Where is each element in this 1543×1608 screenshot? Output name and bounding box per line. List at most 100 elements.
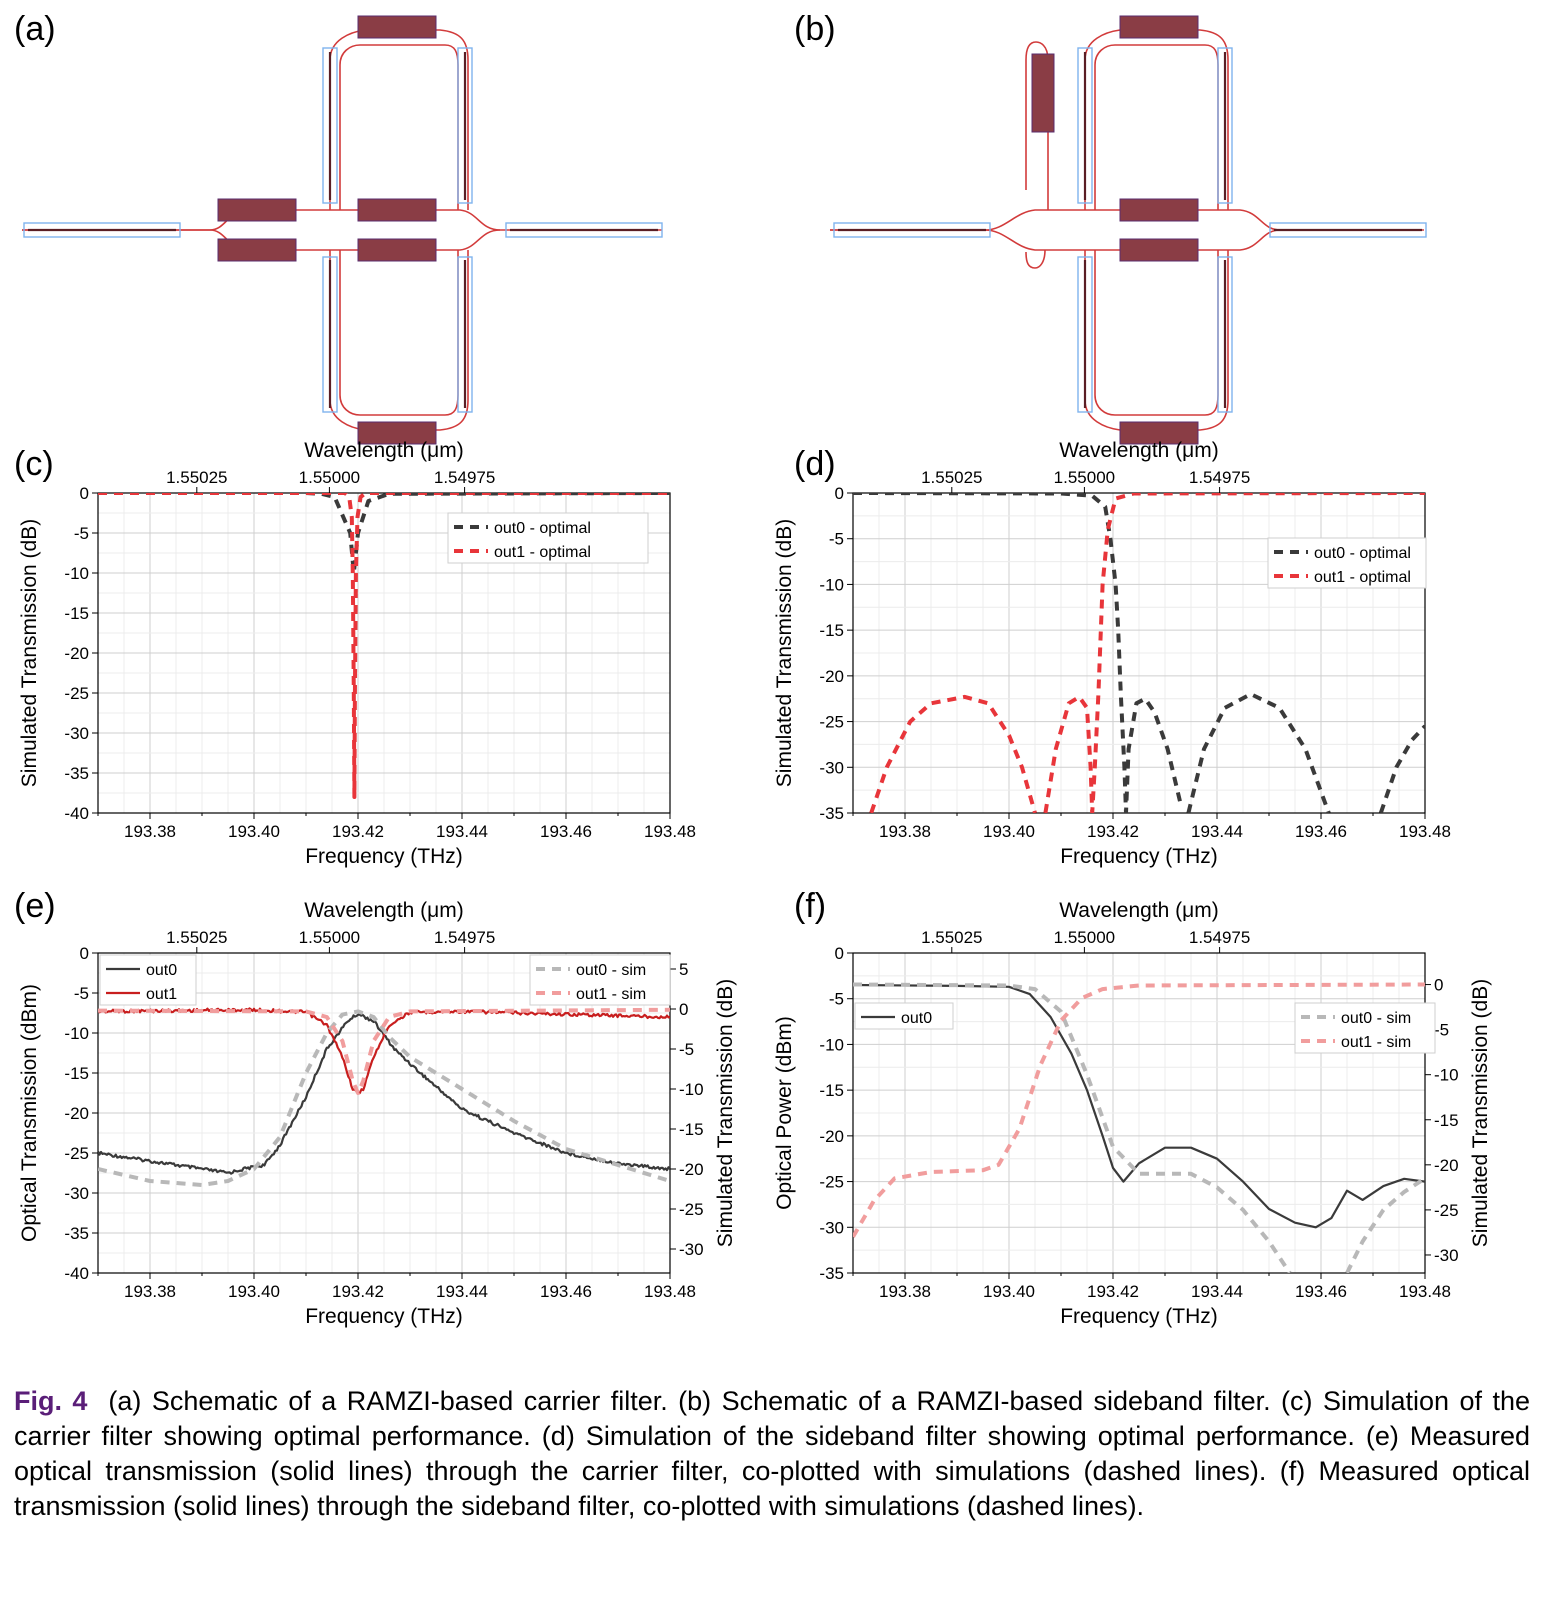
grid xyxy=(852,952,1426,1274)
y-tick-label: -25 xyxy=(64,1144,89,1163)
y-tick-label: -25 xyxy=(819,1173,844,1192)
y-tick-label: 0 xyxy=(80,944,89,963)
y-tick-label: 0 xyxy=(835,484,844,503)
legend-box xyxy=(447,512,649,564)
grid xyxy=(97,492,671,814)
legend-label: out1 - optimal xyxy=(494,544,591,561)
y-tick-label: -20 xyxy=(819,667,844,686)
plot-area xyxy=(98,1007,670,1187)
x-tick-label: 193.46 xyxy=(1295,822,1347,841)
y-tick-label: -10 xyxy=(64,564,89,583)
y2-tick-label: -30 xyxy=(1434,1246,1459,1265)
legend: out0 xyxy=(854,1002,954,1030)
panel-label-f: (f) xyxy=(794,887,826,925)
x2-axis-title: Wavelength (μm) xyxy=(1059,899,1219,922)
y2-tick-label: 5 xyxy=(679,960,688,979)
series-out1-sim xyxy=(98,1007,670,1095)
y2-tick-label: -20 xyxy=(679,1160,704,1179)
x-axis-title: Frequency (THz) xyxy=(305,845,463,868)
x-tick-label: 193.38 xyxy=(124,822,176,841)
x2-tick-label: 1.55025 xyxy=(921,928,982,947)
x-axis-title: Frequency (THz) xyxy=(305,1305,463,1328)
x-tick-label: 193.48 xyxy=(644,1282,696,1301)
y2-tick-label: -25 xyxy=(1434,1201,1459,1220)
legend-box xyxy=(1267,537,1427,589)
x-tick-label: 193.44 xyxy=(1191,1282,1243,1301)
series-out0-optimal xyxy=(853,493,1183,813)
y-tick-label: -30 xyxy=(64,1184,89,1203)
y2-axis-title: Simulated Transmission (dB) xyxy=(714,979,737,1247)
y-tick-label: -5 xyxy=(829,530,844,549)
series-out0 xyxy=(853,983,1425,1229)
x-tick-label: 193.48 xyxy=(644,822,696,841)
legend: out0 - sim out1 - sim xyxy=(529,954,671,1006)
x-tick-label: 193.38 xyxy=(124,1282,176,1301)
y-axis-title: Optical Power (dBm) xyxy=(773,1016,796,1210)
x-tick-label: 193.44 xyxy=(436,822,488,841)
y-tick-label: -35 xyxy=(64,764,89,783)
schematic-a xyxy=(22,15,663,445)
y-tick-label: -35 xyxy=(819,1264,844,1283)
y-tick-label: -25 xyxy=(819,713,844,732)
plot-frame xyxy=(852,952,1426,1274)
x-tick-label: 193.38 xyxy=(879,1282,931,1301)
y2-tick-label: -5 xyxy=(679,1040,694,1059)
x2-tick-label: 1.55000 xyxy=(299,468,360,487)
y2-tick-label: 0 xyxy=(679,1000,688,1019)
y-tick-label: -30 xyxy=(819,1218,844,1237)
x2-tick-label: 1.54975 xyxy=(1189,928,1250,947)
legend-label: out1 - sim xyxy=(1341,1034,1411,1051)
y2-axis-title: Simulated Transmission (dB) xyxy=(1469,979,1492,1247)
y-axis-title: Simulated Transmission (dB) xyxy=(18,519,41,787)
x-axis-title: Frequency (THz) xyxy=(1060,845,1218,868)
x-tick-label: 193.46 xyxy=(540,822,592,841)
legend-box xyxy=(529,954,671,1006)
y-tick-label: -35 xyxy=(819,804,844,823)
y-tick-label: -30 xyxy=(64,724,89,743)
y-axis-title: Simulated Transmission (dB) xyxy=(773,519,796,787)
x2-axis-title: Wavelength (μm) xyxy=(304,899,464,922)
chart-e: 193.38 193.40 193.42 193.44 193.46 193.48 1.55… xyxy=(18,899,737,1328)
x-tick-label: 193.44 xyxy=(1191,822,1243,841)
y-tick-label: -25 xyxy=(64,684,89,703)
x-axis-title: Frequency (THz) xyxy=(1060,1305,1218,1328)
y2-tick-label: -10 xyxy=(1434,1066,1459,1085)
x-tick-label: 193.40 xyxy=(983,1282,1035,1301)
plot-area xyxy=(853,982,1425,1273)
x2-tick-label: 1.54975 xyxy=(1189,468,1250,487)
y-tick-label: -20 xyxy=(64,1104,89,1123)
x2-tick-label: 1.55025 xyxy=(166,468,227,487)
y-tick-label: -35 xyxy=(64,1224,89,1243)
legend-label: out0 xyxy=(146,962,177,979)
x-tick-label: 193.46 xyxy=(1295,1282,1347,1301)
legend-label: out0 - optimal xyxy=(494,520,591,537)
series-out0-sim xyxy=(853,982,1292,1273)
legend: out0 out1 xyxy=(99,954,197,1006)
chart-f: 193.38 193.40 193.42 193.44 193.46 193.48 1.55… xyxy=(773,899,1492,1328)
x-tick-label: 193.40 xyxy=(228,822,280,841)
y2-tick-label: -10 xyxy=(679,1080,704,1099)
x2-axis-title: Wavelength (μm) xyxy=(1059,439,1219,462)
y-tick-label: -15 xyxy=(64,604,89,623)
x2-tick-label: 1.54975 xyxy=(434,468,495,487)
x2-tick-label: 1.55000 xyxy=(1054,928,1115,947)
y-tick-label: -5 xyxy=(74,524,89,543)
x2-tick-label: 1.54975 xyxy=(434,928,495,947)
x-tick-label: 193.38 xyxy=(879,822,931,841)
figure-caption: Fig. 4 (a) Schematic of a RAMZI-based ca… xyxy=(14,1384,1530,1524)
y-tick-label: 0 xyxy=(80,484,89,503)
chart-d: 193.38 193.40 193.42 193.44 193.46 193.48 1.55… xyxy=(773,439,1451,868)
legend-label: out0 xyxy=(901,1010,932,1027)
x-tick-label: 193.40 xyxy=(983,822,1035,841)
series-segment xyxy=(1186,692,1331,813)
series-out0 xyxy=(98,1013,670,1175)
legend-label: out1 - optimal xyxy=(1314,569,1411,586)
chart-c: 193.38 193.40 193.42 193.44 193.46 193.48 1.55… xyxy=(18,439,696,868)
y2-tick-label: -25 xyxy=(679,1200,704,1219)
schematic-b xyxy=(830,15,1427,445)
y2-tick-label: -20 xyxy=(1434,1156,1459,1175)
x2-tick-label: 1.55025 xyxy=(166,928,227,947)
caption-text: (a) Schematic of a RAMZI-based carrier f… xyxy=(14,1386,1531,1521)
y2-tick-label: -30 xyxy=(679,1240,704,1259)
legend-label: out1 xyxy=(146,986,177,1003)
